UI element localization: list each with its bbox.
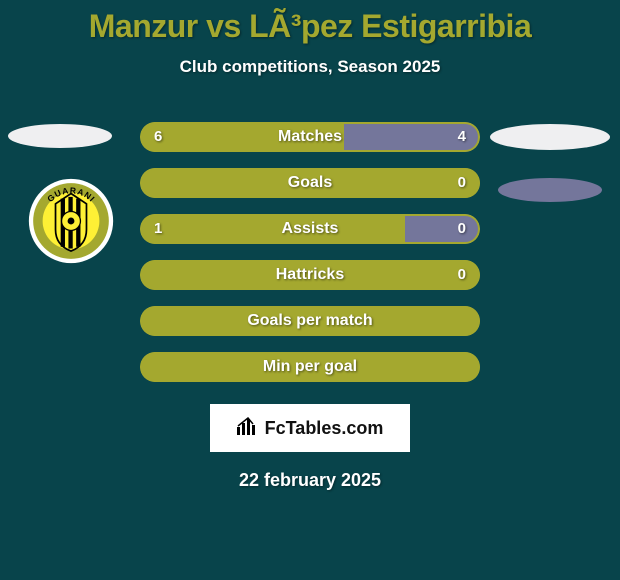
chart-icon: [237, 417, 259, 440]
brand-box[interactable]: FcTables.com: [210, 404, 410, 452]
stat-label: Matches: [140, 122, 480, 152]
stat-label: Goals: [140, 168, 480, 198]
avatar-right-ellipse: [490, 124, 610, 150]
stat-row: Min per goal: [140, 352, 480, 382]
stat-label: Assists: [140, 214, 480, 244]
stat-value-left: 6: [154, 122, 162, 152]
subtitle: Club competitions, Season 2025: [0, 57, 620, 77]
stat-label: Min per goal: [140, 352, 480, 382]
stat-value-right: 0: [458, 168, 466, 198]
stat-label: Goals per match: [140, 306, 480, 336]
stat-value-left: 1: [154, 214, 162, 244]
stat-label: Hattricks: [140, 260, 480, 290]
stat-value-right: 0: [458, 214, 466, 244]
stat-row: Assists1 0: [140, 214, 480, 244]
stat-row: Goals0: [140, 168, 480, 198]
stat-row: Matches6 4: [140, 122, 480, 152]
stat-rows: Matches64Goals0Assists10Hattricks0Goals …: [140, 122, 480, 398]
brand-text: FcTables.com: [265, 418, 384, 439]
stat-value-right: 0: [458, 260, 466, 290]
avatar-left-ellipse: [8, 124, 112, 148]
page-title: Manzur vs LÃ³pez Estigarribia: [0, 0, 620, 45]
avatar-right-mid-ellipse: [498, 178, 602, 202]
club-badge: GUARANI: [28, 178, 114, 264]
footer-block: FcTables.com 22 february 2025: [0, 396, 620, 491]
stat-value-right: 4: [458, 122, 466, 152]
stat-row: Goals per match: [140, 306, 480, 336]
stat-row: Hattricks0: [140, 260, 480, 290]
date-text: 22 february 2025: [0, 470, 620, 491]
comparison-card: Manzur vs LÃ³pez Estigarribia Club compe…: [0, 0, 620, 580]
